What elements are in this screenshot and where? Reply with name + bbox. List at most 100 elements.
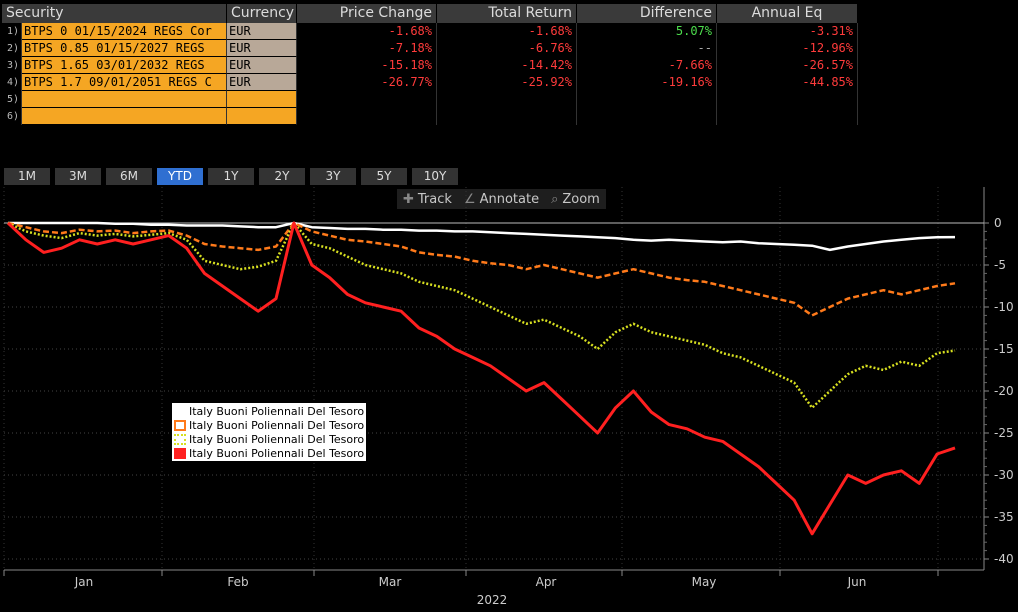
- currency-cell: [227, 108, 297, 125]
- table-row[interactable]: 1) BTPS 0 01/15/2024 REGS Cor EUR -1.68% -1.…: [2, 23, 858, 40]
- difference-cell: 5.07%: [577, 23, 717, 40]
- price-change-cell: -1.68%: [297, 23, 437, 40]
- total-return-cell: -6.76%: [437, 40, 577, 57]
- zoom-label: Zoom: [562, 191, 600, 207]
- table-row[interactable]: 5): [2, 91, 858, 108]
- tab-6m[interactable]: 6M: [106, 168, 152, 185]
- row-index: 2): [2, 40, 22, 57]
- annual-eq-cell: -3.31%: [717, 23, 858, 40]
- total-return-cell: -14.42%: [437, 57, 577, 74]
- annual-eq-cell: -26.57%: [717, 57, 858, 74]
- legend-item[interactable]: Italy Buoni Poliennali Del Tesoro: [174, 446, 364, 460]
- x-axis-label: 2022: [477, 593, 508, 607]
- currency-cell: [227, 91, 297, 108]
- security-cell[interactable]: [22, 91, 227, 108]
- tab-10y[interactable]: 10Y: [412, 168, 458, 185]
- crosshair-icon: ✚: [403, 191, 414, 207]
- legend-item[interactable]: Italy Buoni Poliennali Del Tesoro: [174, 432, 364, 446]
- difference-cell: [577, 91, 717, 108]
- legend-swatch: [174, 405, 186, 417]
- currency-cell: EUR: [227, 23, 297, 40]
- security-cell[interactable]: [22, 108, 227, 125]
- currency-cell: EUR: [227, 74, 297, 91]
- header-total-return[interactable]: Total Return: [437, 4, 577, 23]
- period-tabs: 1M 3M 6M YTD 1Y 2Y 3Y 5Y 10Y: [4, 168, 463, 185]
- series-line-3[interactable]: [7, 221, 956, 410]
- row-index: 5): [2, 91, 22, 108]
- table-row[interactable]: 2) BTPS 0.85 01/15/2027 REGS EUR -7.18% -6.7…: [2, 40, 858, 57]
- tab-1y[interactable]: 1Y: [208, 168, 254, 185]
- y-tick-label: -10: [994, 300, 1014, 314]
- table-row[interactable]: 6): [2, 108, 858, 125]
- legend-label: Italy Buoni Poliennali Del Tesoro: [189, 446, 365, 460]
- legend-swatch: [174, 419, 186, 431]
- security-cell[interactable]: BTPS 1.65 03/01/2032 REGS: [22, 57, 227, 74]
- row-index: 6): [2, 108, 22, 125]
- price-change-cell: -15.18%: [297, 57, 437, 74]
- legend-swatch: [174, 433, 186, 445]
- legend-item[interactable]: Italy Buoni Poliennali Del Tesoro: [174, 418, 364, 432]
- y-tick-label: -20: [994, 384, 1014, 398]
- x-tick-label: Jan: [74, 575, 94, 589]
- securities-table: Security Currency Price Change Total Ret…: [2, 4, 858, 125]
- y-tick-label: 0: [994, 216, 1002, 230]
- tab-1m[interactable]: 1M: [4, 168, 50, 185]
- x-tick-label: Apr: [536, 575, 557, 589]
- series-line-2[interactable]: [7, 221, 956, 317]
- legend-item[interactable]: Italy Buoni Poliennali Del Tesoro: [174, 404, 364, 418]
- magnifier-icon: ⌕: [551, 191, 559, 207]
- annotate-tool[interactable]: ∠ Annotate: [458, 189, 545, 209]
- difference-cell: --: [577, 40, 717, 57]
- header-difference[interactable]: Difference: [577, 4, 717, 23]
- security-cell[interactable]: BTPS 1.7 09/01/2051 REGS C: [22, 74, 227, 91]
- zoom-tool[interactable]: ⌕ Zoom: [545, 189, 606, 209]
- total-return-cell: [437, 91, 577, 108]
- total-return-cell: [437, 108, 577, 125]
- y-tick-label: -35: [994, 510, 1014, 524]
- y-tick-label: -40: [994, 552, 1014, 566]
- difference-cell: -19.16%: [577, 74, 717, 91]
- annotate-label: Annotate: [479, 191, 540, 207]
- tab-ytd[interactable]: YTD: [157, 168, 203, 185]
- header-currency[interactable]: Currency: [227, 4, 297, 23]
- series-line-4[interactable]: [6, 221, 956, 536]
- tab-3y[interactable]: 3Y: [310, 168, 356, 185]
- total-return-cell: -1.68%: [437, 23, 577, 40]
- tab-3m[interactable]: 3M: [55, 168, 101, 185]
- chart-legend: Italy Buoni Poliennali Del Tesoro Italy B…: [172, 403, 367, 461]
- header-price-change[interactable]: Price Change: [297, 4, 437, 23]
- legend-swatch: [174, 447, 186, 459]
- table-header: Security Currency Price Change Total Ret…: [2, 4, 858, 23]
- series-line-1[interactable]: [8, 221, 956, 252]
- price-change-cell: [297, 108, 437, 125]
- y-tick-label: -15: [994, 342, 1014, 356]
- chart-toolbar: ✚ Track ∠ Annotate ⌕ Zoom: [397, 189, 606, 209]
- annual-eq-cell: -12.96%: [717, 40, 858, 57]
- legend-label: Italy Buoni Poliennali Del Tesoro: [189, 418, 365, 432]
- currency-cell: EUR: [227, 57, 297, 74]
- annual-eq-cell: [717, 91, 858, 108]
- x-tick-label: Jun: [847, 575, 867, 589]
- y-tick-label: -30: [994, 468, 1014, 482]
- legend-label: Italy Buoni Poliennali Del Tesoro: [189, 432, 365, 446]
- annual-eq-cell: [717, 108, 858, 125]
- security-cell[interactable]: BTPS 0 01/15/2024 REGS Cor: [22, 23, 227, 40]
- security-cell[interactable]: BTPS 0.85 01/15/2027 REGS: [22, 40, 227, 57]
- price-change-cell: [297, 91, 437, 108]
- header-annual-eq[interactable]: Annual Eq: [717, 4, 858, 23]
- pencil-icon: ∠: [463, 191, 476, 207]
- x-tick-label: May: [692, 575, 717, 589]
- currency-cell: EUR: [227, 40, 297, 57]
- row-index: 3): [2, 57, 22, 74]
- table-row[interactable]: 3) BTPS 1.65 03/01/2032 REGS EUR -15.18% -14…: [2, 57, 858, 74]
- track-tool[interactable]: ✚ Track: [397, 189, 458, 209]
- difference-cell: [577, 108, 717, 125]
- row-index: 4): [2, 74, 22, 91]
- table-row[interactable]: 4) BTPS 1.7 09/01/2051 REGS C EUR -26.77% -2…: [2, 74, 858, 91]
- y-tick-label: -25: [994, 426, 1014, 440]
- tab-2y[interactable]: 2Y: [259, 168, 305, 185]
- legend-label: Italy Buoni Poliennali Del Tesoro: [189, 404, 365, 418]
- price-change-cell: -7.18%: [297, 40, 437, 57]
- tab-5y[interactable]: 5Y: [361, 168, 407, 185]
- header-security[interactable]: Security: [2, 4, 227, 23]
